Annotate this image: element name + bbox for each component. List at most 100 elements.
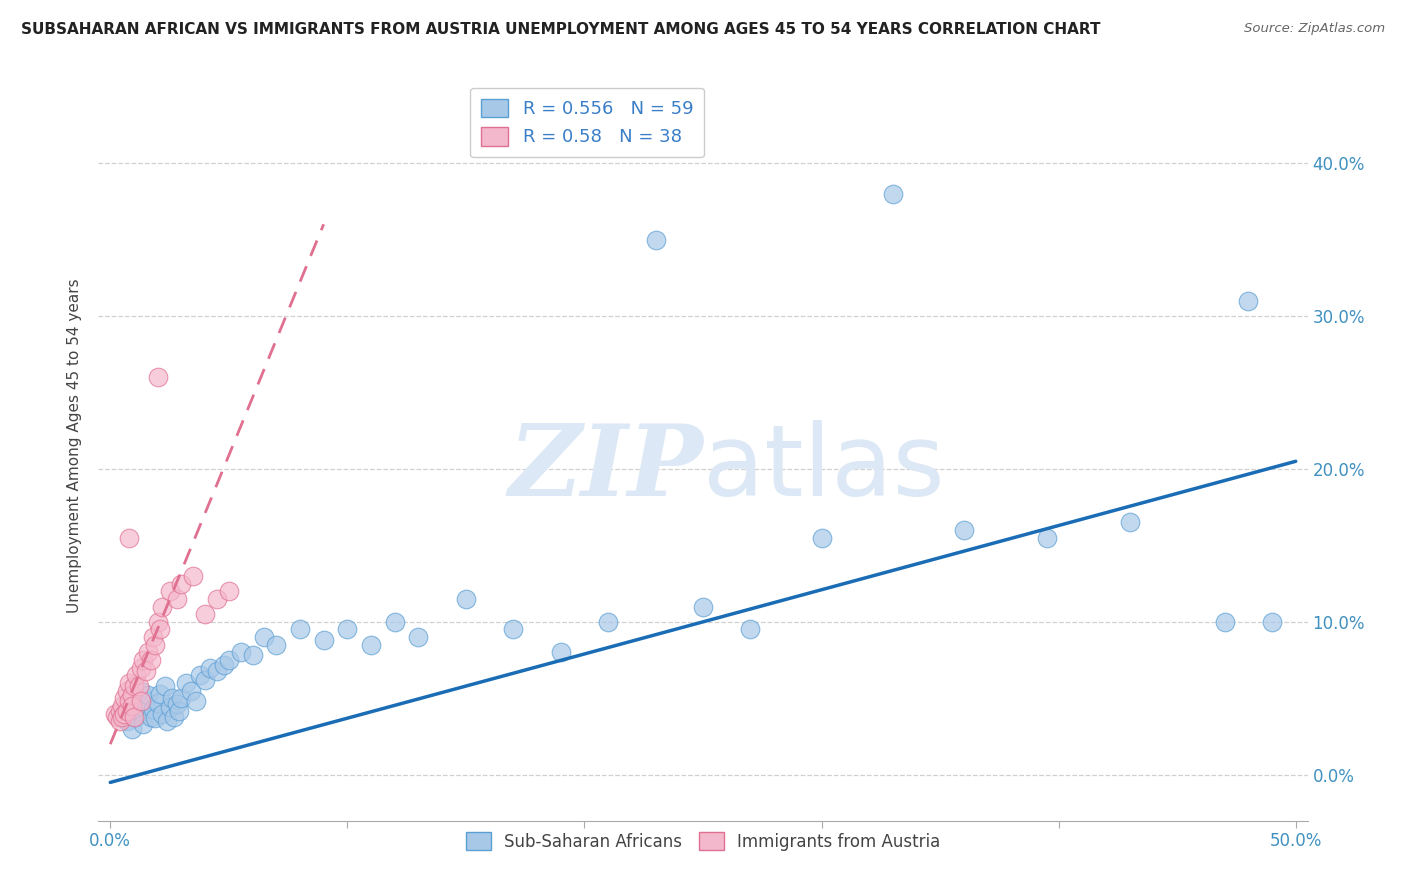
Point: [152, 599, 174, 614]
Point: [122, 679, 145, 693]
Point: [229, 645, 252, 659]
Point: [502, 623, 524, 637]
Point: [129, 694, 152, 708]
Point: [167, 704, 190, 718]
Point: [170, 691, 193, 706]
Point: [163, 709, 186, 723]
Point: [740, 623, 762, 637]
Point: [146, 615, 169, 629]
Point: [218, 584, 240, 599]
Text: ZIP: ZIP: [508, 420, 703, 516]
Point: [104, 706, 127, 721]
Point: [142, 630, 165, 644]
Point: [115, 683, 138, 698]
Point: [118, 698, 141, 713]
Point: [190, 668, 212, 682]
Point: [1036, 531, 1059, 545]
Point: [129, 661, 152, 675]
Point: [408, 630, 430, 644]
Point: [1119, 516, 1142, 530]
Point: [194, 673, 217, 687]
Point: [149, 687, 172, 701]
Point: [132, 653, 155, 667]
Point: [153, 679, 176, 693]
Point: [129, 683, 152, 698]
Point: [160, 691, 183, 706]
Point: [118, 694, 141, 708]
Point: [1237, 293, 1260, 308]
Point: [135, 664, 157, 678]
Point: [135, 694, 157, 708]
Point: [122, 691, 145, 706]
Point: [146, 370, 169, 384]
Point: [121, 722, 143, 736]
Point: [692, 599, 714, 614]
Point: [125, 668, 148, 682]
Point: [1261, 615, 1284, 629]
Point: [882, 186, 904, 201]
Point: [166, 591, 188, 606]
Text: Source: ZipAtlas.com: Source: ZipAtlas.com: [1244, 22, 1385, 36]
Point: [253, 630, 276, 644]
Point: [312, 633, 335, 648]
Point: [118, 676, 141, 690]
Point: [115, 714, 138, 729]
Point: [143, 638, 166, 652]
Point: [288, 623, 311, 637]
Point: [121, 698, 143, 713]
Point: [139, 653, 162, 667]
Point: [264, 638, 287, 652]
Point: [170, 576, 193, 591]
Point: [111, 698, 134, 713]
Point: [550, 645, 572, 659]
Y-axis label: Unemployment Among Ages 45 to 54 years: Unemployment Among Ages 45 to 54 years: [67, 278, 83, 614]
Point: [205, 591, 228, 606]
Point: [194, 607, 217, 622]
Point: [184, 694, 207, 708]
Point: [125, 709, 148, 723]
Point: [146, 696, 169, 710]
Point: [128, 704, 150, 718]
Point: [180, 683, 202, 698]
Point: [174, 676, 197, 690]
Point: [1213, 615, 1236, 629]
Point: [132, 717, 155, 731]
Point: [128, 679, 150, 693]
Point: [205, 664, 228, 678]
Point: [108, 714, 131, 729]
Point: [242, 648, 264, 663]
Point: [454, 591, 477, 606]
Point: [114, 706, 136, 721]
Point: [114, 691, 136, 706]
Point: [152, 706, 174, 721]
Point: [108, 704, 131, 718]
Point: [105, 709, 128, 723]
Text: SUBSAHARAN AFRICAN VS IMMIGRANTS FROM AUSTRIA UNEMPLOYMENT AMONG AGES 45 TO 54 Y: SUBSAHARAN AFRICAN VS IMMIGRANTS FROM AU…: [21, 22, 1101, 37]
Point: [143, 711, 166, 725]
Point: [136, 645, 159, 659]
Point: [952, 523, 974, 537]
Point: [212, 657, 235, 672]
Point: [118, 531, 141, 545]
Point: [156, 714, 179, 729]
Text: atlas: atlas: [703, 420, 945, 517]
Legend: Sub-Saharan Africans, Immigrants from Austria: Sub-Saharan Africans, Immigrants from Au…: [458, 826, 948, 857]
Point: [198, 661, 221, 675]
Point: [384, 615, 406, 629]
Point: [136, 688, 159, 702]
Point: [121, 688, 143, 702]
Point: [122, 709, 145, 723]
Point: [598, 615, 620, 629]
Point: [142, 702, 165, 716]
Point: [111, 706, 134, 721]
Point: [181, 569, 204, 583]
Point: [159, 584, 181, 599]
Point: [810, 531, 832, 545]
Point: [166, 698, 188, 712]
Point: [115, 704, 138, 718]
Point: [159, 700, 181, 714]
Point: [218, 653, 240, 667]
Point: [336, 623, 359, 637]
Point: [139, 709, 162, 723]
Point: [360, 638, 382, 652]
